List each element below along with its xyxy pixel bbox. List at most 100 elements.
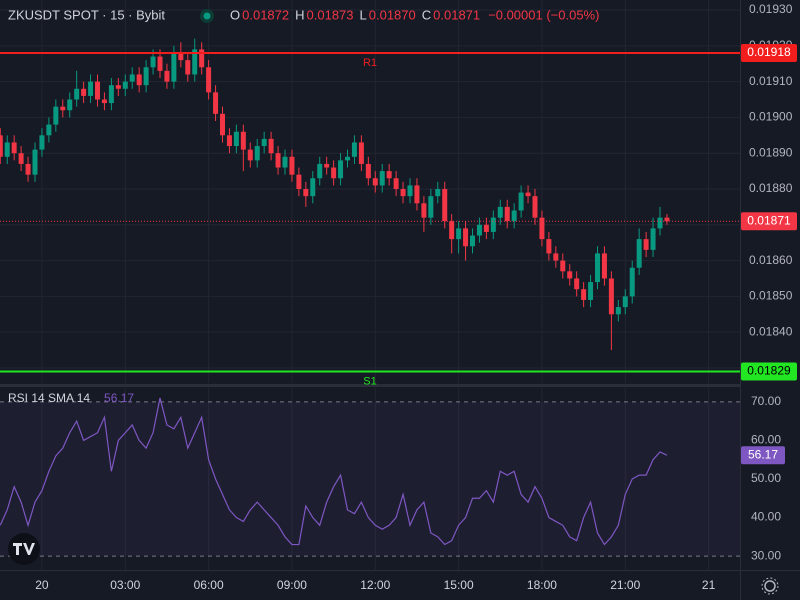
candle-body (338, 160, 344, 179)
header: ZKUSDT SPOT · 15 · Bybit O 0.01872 H 0.0187… (8, 7, 599, 23)
ohlc-key: H (295, 7, 304, 22)
candle-body (268, 138, 274, 154)
candle-body (664, 217, 670, 222)
x-tick-label: 18:00 (527, 578, 557, 592)
y-tick-label: 40.00 (751, 510, 781, 524)
price-pane: R1 S1 (0, 0, 740, 387)
candle-body (400, 188, 406, 197)
settings-icon[interactable] (761, 577, 779, 595)
rsi-pane (0, 388, 740, 570)
rsi-band (0, 401, 740, 557)
candle-body (303, 188, 309, 197)
candle-body (18, 153, 24, 164)
candle-body (143, 67, 149, 86)
candle-body (525, 192, 531, 197)
candle-body (254, 146, 260, 161)
candle-body (95, 81, 100, 100)
candle-body (497, 206, 503, 218)
candle-body (643, 239, 649, 250)
candle-body (470, 235, 475, 247)
candle-body (574, 278, 580, 290)
candle-body (122, 81, 128, 89)
level-label-box (741, 362, 797, 381)
ohlc-value: 0.01873 (307, 7, 354, 22)
x-tick-label: 21:00 (610, 578, 640, 592)
candle-body (518, 192, 524, 211)
candle-body (226, 135, 232, 147)
candle-body (393, 178, 399, 189)
candle-body (622, 296, 628, 308)
candle-body (185, 60, 191, 75)
y-tick-label: 0.01880 (749, 181, 793, 195)
candle-body (32, 149, 38, 175)
candle-body (351, 142, 357, 157)
candle-body (372, 178, 378, 186)
y-tick-label: 30.00 (751, 548, 781, 562)
y-tick-label: 60.00 (751, 433, 781, 447)
x-tick-label: 15:00 (444, 578, 474, 592)
candle-body (164, 70, 170, 82)
candle-body (560, 260, 566, 272)
candle-body (650, 228, 656, 250)
y-tick-label: 0.01900 (749, 110, 793, 124)
candle-body (657, 217, 663, 229)
candle-body (428, 196, 434, 218)
ohlc-value: 0.01872 (242, 7, 289, 22)
candle-body (101, 99, 107, 104)
candle-body (532, 196, 538, 218)
candle-body (53, 106, 59, 125)
y-tick-label: 0.01910 (749, 74, 793, 88)
candle-body (213, 92, 219, 114)
candle-body (442, 188, 448, 222)
rsi-value-label: 56.17 (748, 447, 778, 461)
candle-body (615, 307, 621, 315)
candle-body (504, 206, 510, 222)
rsi-title: RSI 14 SMA 14 (8, 391, 90, 405)
candle-body (199, 49, 205, 68)
candle-body (379, 171, 385, 186)
x-tick-label: 09:00 (277, 578, 307, 592)
ohlc-key: O (230, 7, 240, 22)
x-tick-label: 12:00 (360, 578, 390, 592)
level-label: 0.01918 (747, 45, 791, 59)
candle-body (171, 52, 177, 82)
candle-body (220, 113, 225, 136)
candle-body (150, 56, 156, 68)
level-name: R1 (363, 57, 377, 69)
x-tick-label: 20 (35, 578, 49, 592)
x-tick-label: 21 (702, 578, 716, 592)
candle-body (310, 178, 316, 197)
candle-body (511, 210, 517, 222)
candle-body (567, 271, 573, 279)
ohlc-key: L (360, 7, 367, 22)
candle-body (324, 163, 330, 168)
candle-body (0, 135, 3, 157)
level-name: S1 (363, 375, 376, 387)
candle-body (129, 74, 135, 82)
candle-body (581, 289, 587, 300)
x-tick-label: 06:00 (194, 578, 224, 592)
candle-body (386, 171, 392, 179)
candle-body (476, 224, 482, 236)
candle-body (115, 85, 121, 89)
candle-body (331, 167, 337, 179)
price-label: 0.01871 (747, 213, 791, 227)
candle-body (414, 185, 420, 204)
candle-body (449, 221, 455, 240)
candle-body (490, 217, 496, 232)
candle-body (463, 228, 469, 247)
candle-body (108, 85, 114, 104)
candle-body (296, 174, 302, 189)
candle-body (317, 163, 323, 179)
candle-body (601, 253, 607, 279)
candle-body (261, 138, 267, 147)
status-dot (203, 12, 211, 20)
candle-body (25, 163, 31, 175)
y-tick-label: 0.01890 (749, 145, 793, 159)
candle-body (358, 142, 364, 164)
candle-body (39, 135, 45, 150)
candle-body (192, 49, 198, 75)
y-tick-label: 0.01860 (749, 253, 793, 267)
y-tick-label: 50.00 (751, 471, 781, 485)
